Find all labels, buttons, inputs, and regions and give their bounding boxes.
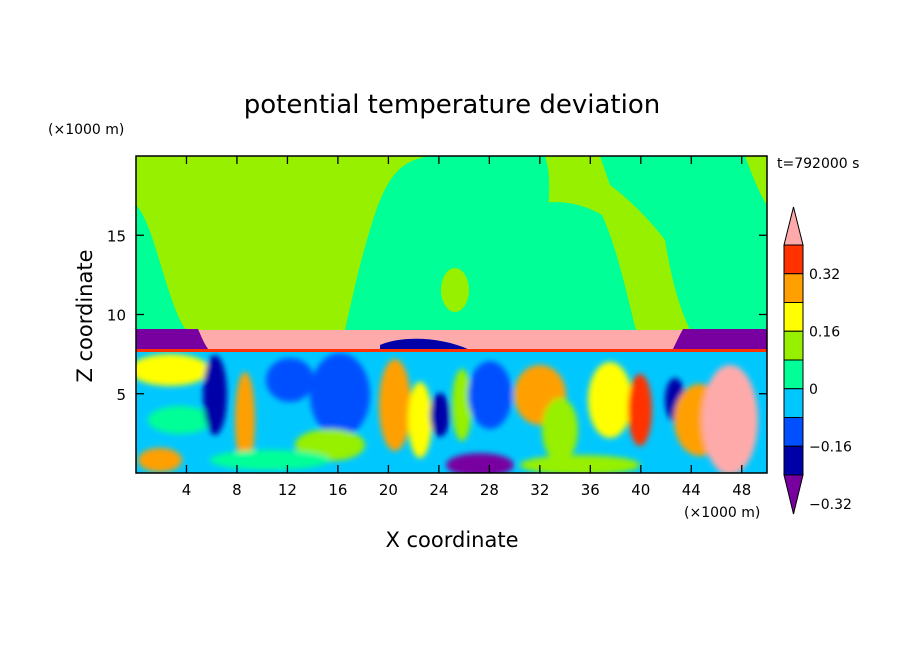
colorbar-label: 0.16 [809,324,840,340]
lime-spot-2 [645,273,665,317]
x-tick-label: 32 [530,481,549,499]
colorbar-swatch [783,330,804,361]
plume-right-top [600,156,767,330]
x-tick-label: 44 [682,481,701,499]
colorbar-swatch [783,302,804,332]
inversion-under-left [136,329,210,351]
colorbar-swatch [783,445,804,476]
heatmap-field [136,156,767,473]
colorbar-label: −0.32 [809,497,852,513]
colorbar-over-arrow [783,206,804,246]
colorbar: 0.32 0.16 0 −0.16 −0.32 [783,206,852,515]
x-tick-label: 8 [232,481,242,499]
inversion-dip [380,338,470,350]
x-tick-label: 20 [379,481,398,499]
inversion-under-right [672,329,767,351]
y-tick-label: 5 [116,386,126,404]
x-tick-label: 12 [278,481,297,499]
chart-title: potential temperature deviation [244,90,660,120]
plume-center [345,156,560,330]
plume-right [529,202,636,330]
x-tick-label: 4 [182,481,192,499]
y-tick-label: 15 [107,227,126,245]
y-tick-label: 10 [107,307,126,325]
colorbar-swatch [783,273,804,303]
x-tick-label: 36 [581,481,600,499]
x-tick-label: 24 [429,481,448,499]
x-tick-label: 40 [631,481,650,499]
y-unit-label: (×1000 m) [48,122,124,138]
colorbar-swatch [783,359,804,390]
colorbar-swatch [783,244,804,275]
colorbar-label: 0 [809,382,818,398]
colorbar-label: 0.32 [809,267,840,283]
inversion-over [136,330,767,350]
plume-left [136,205,188,332]
x-unit-label: (×1000 m) [684,505,760,521]
colorbar-swatch [783,417,804,447]
y-ticks: 5 10 15 [107,227,767,404]
x-tick-label: 48 [732,481,751,499]
lime-spot-1 [441,268,469,312]
x-axis-label: X coordinate [385,528,518,552]
colorbar-swatch [783,388,804,418]
colorbar-label: −0.16 [809,439,852,455]
x-tick-label: 16 [328,481,347,499]
time-label: t=792000 s [777,156,859,172]
x-ticks: 4 8 12 16 20 24 28 32 36 40 44 48 [182,156,751,499]
inversion-edge [136,349,767,352]
x-tick-label: 28 [480,481,499,499]
colorbar-under-arrow [783,474,804,515]
y-axis-label: Z coordinate [73,249,97,382]
